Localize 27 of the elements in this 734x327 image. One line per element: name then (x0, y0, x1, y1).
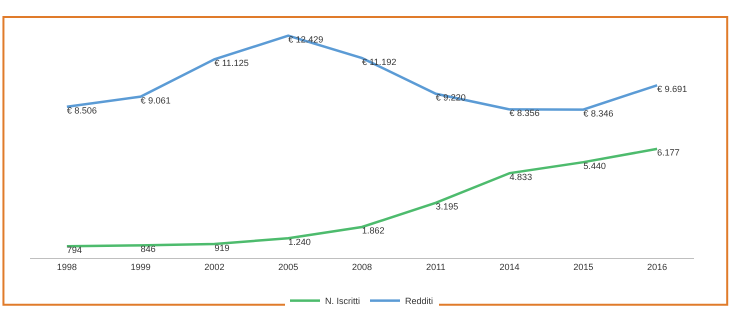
data-label: € 9.061 (140, 95, 171, 106)
data-label: € 8.506 (66, 105, 97, 116)
data-label: 6.177 (657, 148, 680, 158)
legend-label: N. Iscritti (325, 296, 360, 306)
data-label: € 8.356 (510, 108, 540, 118)
x-tick-label: 1999 (130, 262, 151, 272)
x-tick-label: 2014 (500, 262, 520, 272)
x-tick-label: 2016 (647, 262, 668, 272)
data-label: 846 (140, 244, 156, 254)
data-label: 5.440 (583, 160, 606, 171)
data-label: 1.862 (362, 226, 385, 236)
data-label: 794 (66, 245, 82, 256)
data-label: € 9.691 (657, 84, 688, 94)
x-tick-label: 2015 (573, 262, 594, 272)
data-label: € 11.125 (214, 58, 249, 68)
data-label: € 8.346 (583, 108, 614, 118)
data-label: 919 (214, 242, 230, 253)
x-tick-label: 2005 (278, 262, 298, 272)
x-tick-label: 2011 (426, 262, 446, 272)
data-label: € 9.220 (436, 92, 466, 103)
legend-label: Redditi (405, 296, 434, 306)
x-tick-label: 2002 (204, 262, 224, 272)
data-label: 1.240 (288, 236, 311, 247)
data-label: 3.195 (436, 202, 458, 212)
x-tick-label: 2008 (352, 262, 372, 272)
data-label: 4.833 (510, 172, 532, 182)
x-tick-label: 1998 (56, 262, 77, 272)
